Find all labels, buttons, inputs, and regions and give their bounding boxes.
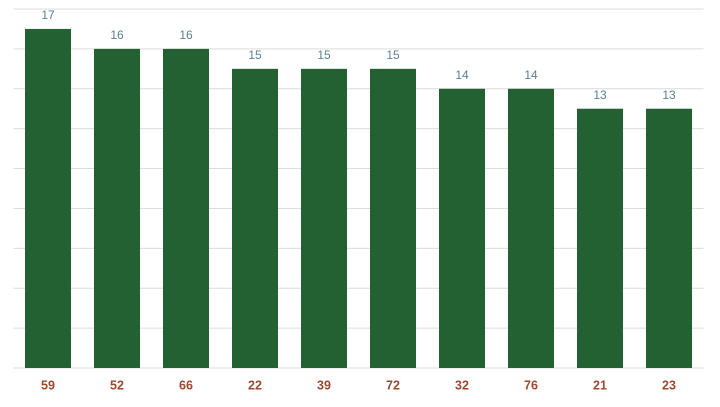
bar bbox=[646, 108, 692, 368]
bar bbox=[577, 108, 623, 368]
bar bbox=[508, 88, 554, 369]
value-label: 13 bbox=[593, 88, 607, 102]
x-tick-label: 59 bbox=[41, 378, 55, 392]
x-tick-label: 72 bbox=[386, 378, 400, 392]
bar bbox=[370, 68, 416, 368]
value-label: 14 bbox=[524, 68, 538, 82]
value-label: 15 bbox=[317, 48, 331, 62]
x-tick-label: 23 bbox=[662, 378, 676, 392]
x-tick-label: 32 bbox=[455, 378, 469, 392]
x-tick-label: 52 bbox=[110, 378, 124, 392]
x-tick-label: 22 bbox=[248, 378, 262, 392]
x-tick-label: 21 bbox=[593, 378, 607, 392]
x-tick-label: 39 bbox=[317, 378, 331, 392]
bar bbox=[94, 48, 140, 369]
bar bbox=[232, 68, 278, 368]
value-label: 16 bbox=[179, 28, 193, 42]
bar bbox=[25, 28, 71, 368]
value-label: 17 bbox=[41, 8, 55, 22]
bar bbox=[163, 48, 209, 369]
value-label: 14 bbox=[455, 68, 469, 82]
value-label: 15 bbox=[386, 48, 400, 62]
x-tick-label: 76 bbox=[524, 378, 538, 392]
x-tick-label: 66 bbox=[179, 378, 193, 392]
value-label: 16 bbox=[110, 28, 124, 42]
bar bbox=[439, 88, 485, 369]
value-label: 15 bbox=[248, 48, 262, 62]
value-label: 13 bbox=[662, 88, 676, 102]
bar bbox=[301, 68, 347, 368]
